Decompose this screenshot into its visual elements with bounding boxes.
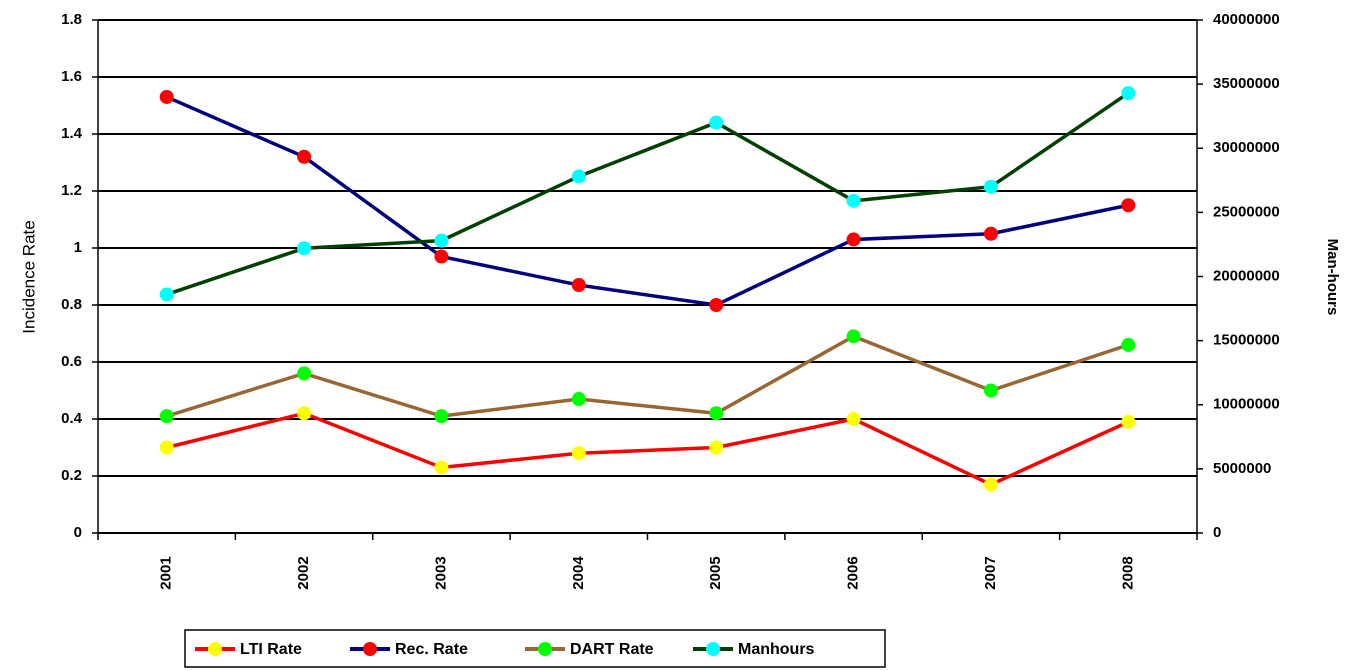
y-tick-label: 0.4 xyxy=(61,410,83,427)
point-marker xyxy=(159,89,174,104)
y-tick-label: 0 xyxy=(74,524,82,541)
point-marker xyxy=(846,193,861,208)
point-marker xyxy=(709,298,724,312)
y-axis-title: Incidence Rate xyxy=(19,220,38,333)
point-marker xyxy=(983,179,998,194)
point-marker xyxy=(297,366,312,381)
legend-marker xyxy=(706,642,720,656)
point-marker xyxy=(159,409,174,424)
x-tick-label: 2006 xyxy=(845,556,862,589)
point-marker xyxy=(571,278,586,293)
y2-tick-label: 0 xyxy=(1213,524,1221,541)
point-marker xyxy=(159,440,174,455)
point-marker xyxy=(571,169,586,184)
y-tick-label: 1.4 xyxy=(61,125,83,142)
point-marker xyxy=(1121,414,1136,429)
y2-tick-label: 5000000 xyxy=(1213,460,1271,477)
y-tick-label: 1 xyxy=(74,239,82,256)
y2-tick-label: 15000000 xyxy=(1213,332,1280,349)
legend-marker xyxy=(363,642,377,656)
point-marker xyxy=(297,241,312,256)
legend-label: LTI Rate xyxy=(240,641,302,658)
point-marker xyxy=(434,233,449,248)
x-tick-label: 2003 xyxy=(432,556,449,589)
point-marker xyxy=(434,409,449,424)
point-marker xyxy=(571,392,586,407)
point-marker xyxy=(983,226,998,241)
x-tick-label: 2002 xyxy=(295,556,312,589)
x-tick-label: 2007 xyxy=(982,556,999,589)
point-marker xyxy=(297,149,312,164)
y2-tick-label: 35000000 xyxy=(1213,75,1280,92)
y-tick-label: 1.8 xyxy=(61,11,82,28)
y2-tick-label: 20000000 xyxy=(1213,267,1280,284)
point-marker xyxy=(846,329,861,344)
point-marker xyxy=(709,115,724,130)
point-marker xyxy=(434,249,449,264)
point-marker xyxy=(1121,337,1136,352)
x-tick-label: 2004 xyxy=(570,556,587,590)
legend-label: Manhours xyxy=(738,641,815,658)
y-tick-label: 0.8 xyxy=(61,296,82,313)
legend-label: Rec. Rate xyxy=(395,641,468,658)
y-tick-label: 1.2 xyxy=(61,182,82,199)
point-marker xyxy=(846,232,861,247)
point-marker xyxy=(434,460,449,475)
legend-marker xyxy=(208,642,222,656)
legend-marker xyxy=(538,642,552,656)
point-marker xyxy=(1121,198,1136,213)
y2-axis-title: Man-hours xyxy=(1324,239,1341,316)
point-marker xyxy=(983,383,998,398)
y2-tick-label: 30000000 xyxy=(1213,139,1280,156)
point-marker xyxy=(709,440,724,455)
y-tick-label: 0.2 xyxy=(61,467,82,484)
point-marker xyxy=(571,446,586,461)
x-tick-label: 2001 xyxy=(158,556,175,589)
point-marker xyxy=(297,406,312,421)
series-line xyxy=(165,95,1129,307)
point-marker xyxy=(709,406,724,421)
y-tick-label: 1.6 xyxy=(61,68,82,85)
y2-tick-label: 25000000 xyxy=(1213,203,1280,220)
y2-tick-label: 10000000 xyxy=(1213,396,1280,413)
y2-tick-label: 40000000 xyxy=(1213,11,1280,28)
x-tick-label: 2005 xyxy=(707,556,724,589)
y-tick-label: 0.6 xyxy=(61,353,82,370)
legend-label: DART Rate xyxy=(570,641,654,658)
point-marker xyxy=(159,287,174,302)
series-line xyxy=(166,91,1130,297)
point-marker xyxy=(846,412,861,426)
series-line xyxy=(166,334,1129,418)
series-line xyxy=(166,411,1130,487)
point-marker xyxy=(983,477,998,492)
point-marker xyxy=(1121,86,1136,101)
x-tick-label: 2008 xyxy=(1119,556,1136,589)
